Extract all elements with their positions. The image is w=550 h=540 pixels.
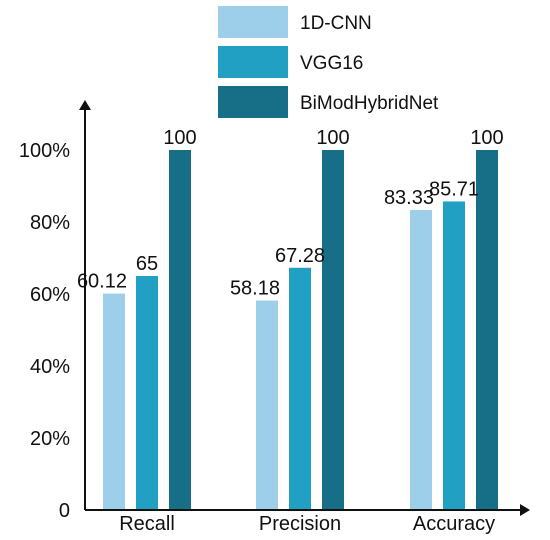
data-label: 60.12 bbox=[77, 271, 127, 293]
legend-label: 1D-CNN bbox=[300, 13, 372, 34]
bar bbox=[289, 267, 311, 510]
bar bbox=[136, 276, 158, 510]
legend-label: BiModHybridNet bbox=[300, 93, 439, 114]
data-label: 100 bbox=[163, 127, 196, 149]
bar bbox=[256, 300, 278, 510]
data-label: 100 bbox=[470, 127, 503, 149]
legend-swatch bbox=[218, 46, 288, 78]
bar bbox=[322, 150, 344, 510]
data-label: 58.18 bbox=[230, 278, 280, 300]
bar bbox=[476, 150, 498, 510]
data-label: 100 bbox=[316, 127, 349, 149]
legend-swatch bbox=[218, 86, 288, 118]
y-ticks-group: 0 20% 40% 60% 80% 100% bbox=[19, 140, 70, 522]
legend: 1D-CNN VGG16 BiModHybridNet bbox=[218, 6, 439, 118]
x-category-label: Precision bbox=[259, 513, 341, 535]
bar bbox=[410, 210, 432, 510]
x-ticks-group: Recall Precision Accuracy bbox=[119, 513, 495, 535]
data-label: 85.71 bbox=[429, 178, 479, 200]
bar bbox=[169, 150, 191, 510]
legend-swatch bbox=[218, 6, 288, 38]
bar bbox=[443, 201, 465, 510]
x-category-label: Recall bbox=[119, 513, 175, 535]
bar bbox=[103, 293, 125, 510]
data-label: 67.28 bbox=[275, 245, 325, 267]
y-tick-label: 20% bbox=[30, 428, 70, 450]
data-label: 65 bbox=[136, 253, 158, 275]
y-tick-label: 80% bbox=[30, 212, 70, 234]
y-tick-label: 0 bbox=[59, 500, 70, 522]
bars-group bbox=[103, 150, 498, 510]
axes-group bbox=[79, 100, 530, 516]
data-label: 83.33 bbox=[384, 187, 434, 209]
y-tick-label: 60% bbox=[30, 284, 70, 306]
x-category-label: Accuracy bbox=[413, 513, 495, 535]
y-axis-arrow bbox=[79, 100, 91, 110]
x-axis-arrow bbox=[520, 504, 530, 516]
legend-label: VGG16 bbox=[300, 53, 363, 74]
y-tick-label: 100% bbox=[19, 140, 70, 162]
y-tick-label: 40% bbox=[30, 356, 70, 378]
